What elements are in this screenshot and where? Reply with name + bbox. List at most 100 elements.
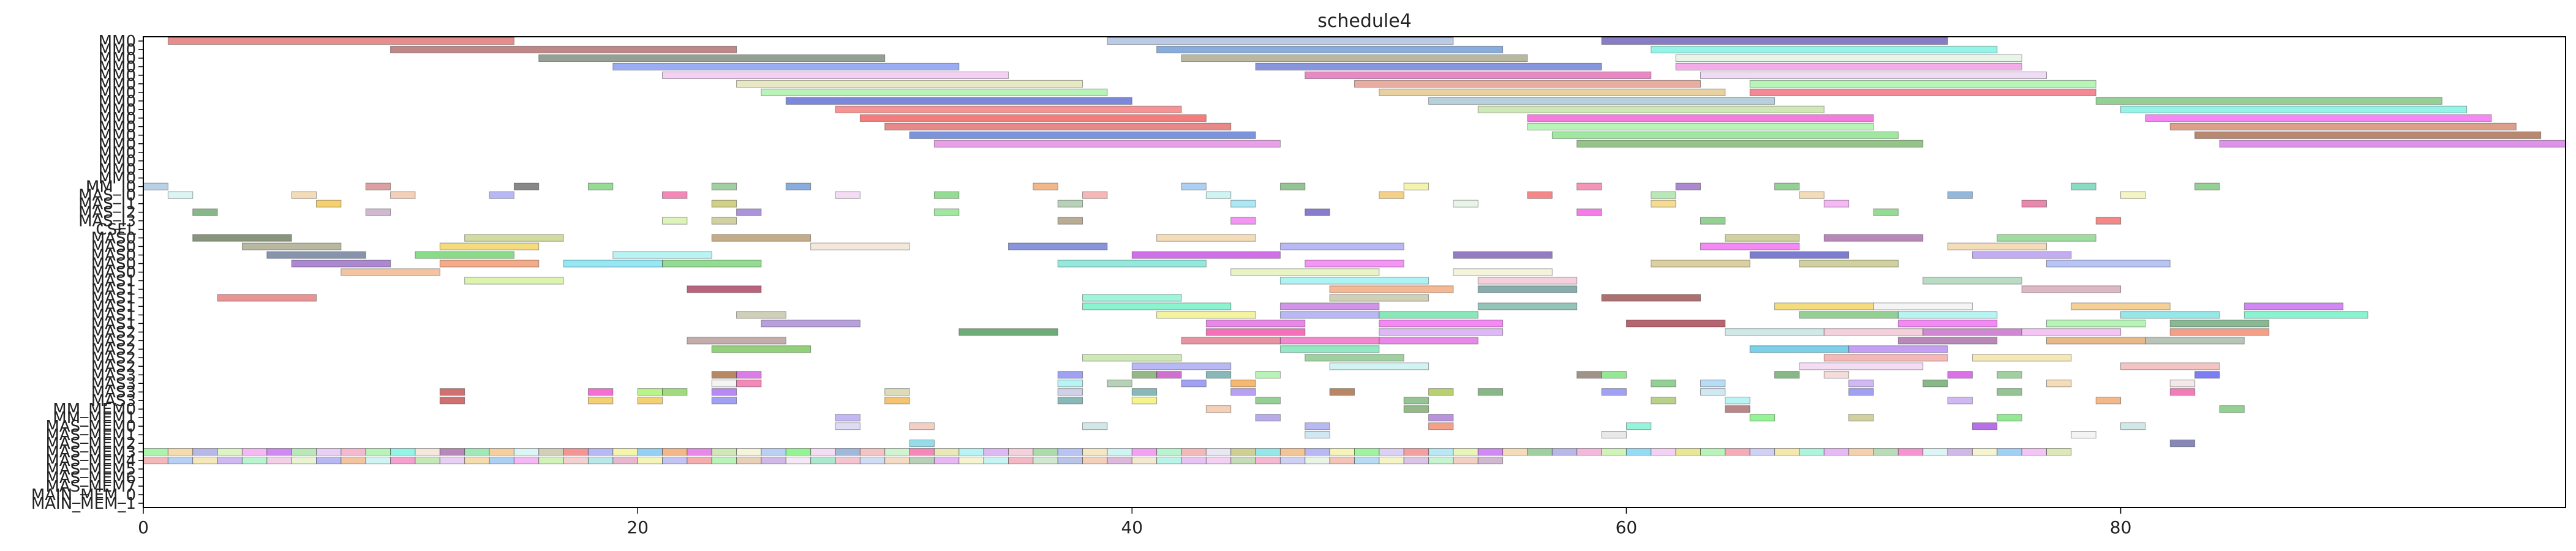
task-bar	[1675, 54, 2022, 62]
x-tick-label: 40	[1121, 517, 1143, 538]
task-bar	[1453, 251, 1553, 259]
task-bar	[1279, 277, 1429, 285]
task-bar	[1651, 397, 1676, 405]
task-bar	[1700, 242, 1800, 250]
y-tick-label: MM_MEM1	[53, 409, 136, 427]
task-bar	[1675, 62, 2022, 71]
task-bar	[1428, 388, 1454, 396]
task-bar	[1625, 422, 1652, 430]
task-bar	[711, 380, 737, 388]
task-bar	[538, 457, 564, 465]
task-bar	[736, 457, 762, 465]
task-bar	[2021, 448, 2047, 456]
task-bar	[489, 457, 514, 465]
task-bar	[1477, 277, 1578, 285]
task-bar	[761, 88, 1108, 96]
task-bar	[687, 457, 712, 465]
task-bar	[241, 448, 268, 456]
task-bar	[464, 448, 490, 456]
task-bar	[1527, 448, 1553, 456]
task-bar	[1848, 388, 1874, 396]
y-tick-label: MAS1	[91, 306, 136, 324]
task-bar	[1131, 448, 1158, 456]
y-tick-label: MAS0	[91, 255, 136, 274]
task-bar	[217, 294, 317, 302]
task-bar	[1033, 457, 1058, 465]
task-bar	[439, 388, 465, 396]
task-bar	[662, 448, 688, 456]
task-bar	[1107, 448, 1132, 456]
task-bar	[1082, 302, 1232, 310]
task-bar	[587, 457, 614, 465]
task-bar	[1181, 182, 1207, 190]
task-bar	[365, 208, 391, 216]
task-bar	[1848, 380, 1874, 388]
task-bar	[2021, 285, 2122, 293]
task-bar	[1329, 285, 1454, 293]
y-tick-label: MM0	[99, 58, 136, 77]
y-tick-label: MAS0	[91, 238, 136, 257]
task-bar	[1403, 448, 1429, 456]
task-bar	[1379, 457, 1404, 465]
task-bar	[1848, 448, 1874, 456]
y-axis-ticks: MM0MM0MM0MM0MM0MM0MM0MM0MM0MM0MM0MM0MM0M…	[31, 32, 143, 513]
task-bar	[1131, 388, 1158, 396]
task-bar	[1551, 131, 1899, 139]
task-bar	[1008, 457, 1034, 465]
task-bar	[662, 191, 688, 199]
task-bar	[1107, 380, 1132, 388]
task-bar	[1255, 414, 1281, 422]
task-bar	[687, 448, 712, 456]
task-bar	[1601, 388, 1627, 396]
task-bar	[1379, 88, 1726, 96]
task-bar	[1799, 191, 1825, 199]
task-bar	[1107, 457, 1132, 465]
task-bar	[415, 448, 440, 456]
y-tick-label: MM0	[99, 118, 136, 137]
task-bar	[192, 448, 218, 456]
task-bar	[1279, 337, 1380, 345]
task-bar	[1651, 448, 1676, 456]
y-tick-label: MM0	[99, 101, 136, 119]
task-bars	[143, 37, 2566, 465]
task-bar	[1774, 182, 1800, 190]
y-tick-label: MAS2	[91, 340, 136, 359]
task-bar	[1527, 114, 1874, 122]
y-tick-label: MM0	[99, 84, 136, 102]
task-bar	[1651, 200, 1676, 208]
task-bar	[1205, 320, 1306, 328]
task-bar	[1428, 422, 1454, 430]
task-bar	[1131, 371, 1158, 379]
y-tick-label: MM0	[99, 127, 136, 145]
task-bar	[1453, 268, 1553, 276]
task-bar	[1749, 88, 2096, 96]
task-bar	[1799, 448, 1825, 456]
task-bar	[1107, 37, 1454, 45]
task-bar	[2046, 320, 2146, 328]
task-bar	[1453, 200, 1478, 208]
task-bar	[439, 260, 540, 268]
task-bar	[1700, 388, 1726, 396]
task-bar	[761, 448, 786, 456]
task-bar	[1997, 448, 2022, 456]
task-bar	[1305, 71, 1652, 80]
task-bar	[2169, 388, 2196, 396]
y-tick-label: CSEL	[96, 221, 136, 239]
task-bar	[1774, 371, 1800, 379]
task-bar	[1230, 217, 1256, 225]
task-bar	[1057, 371, 1083, 379]
task-bar	[687, 337, 786, 345]
task-bar	[1255, 371, 1281, 379]
task-bar	[2095, 397, 2122, 405]
task-bar	[1848, 345, 1948, 353]
y-tick-label: MAS_I0	[78, 187, 136, 205]
task-bar	[2243, 311, 2368, 319]
task-bar	[1230, 457, 1256, 465]
task-bar	[1403, 182, 1429, 190]
task-bar	[1997, 414, 2022, 422]
task-bar	[2194, 371, 2220, 379]
task-bar	[835, 448, 861, 456]
task-bar	[1230, 388, 1256, 396]
task-bar	[859, 448, 886, 456]
task-bar	[884, 457, 910, 465]
